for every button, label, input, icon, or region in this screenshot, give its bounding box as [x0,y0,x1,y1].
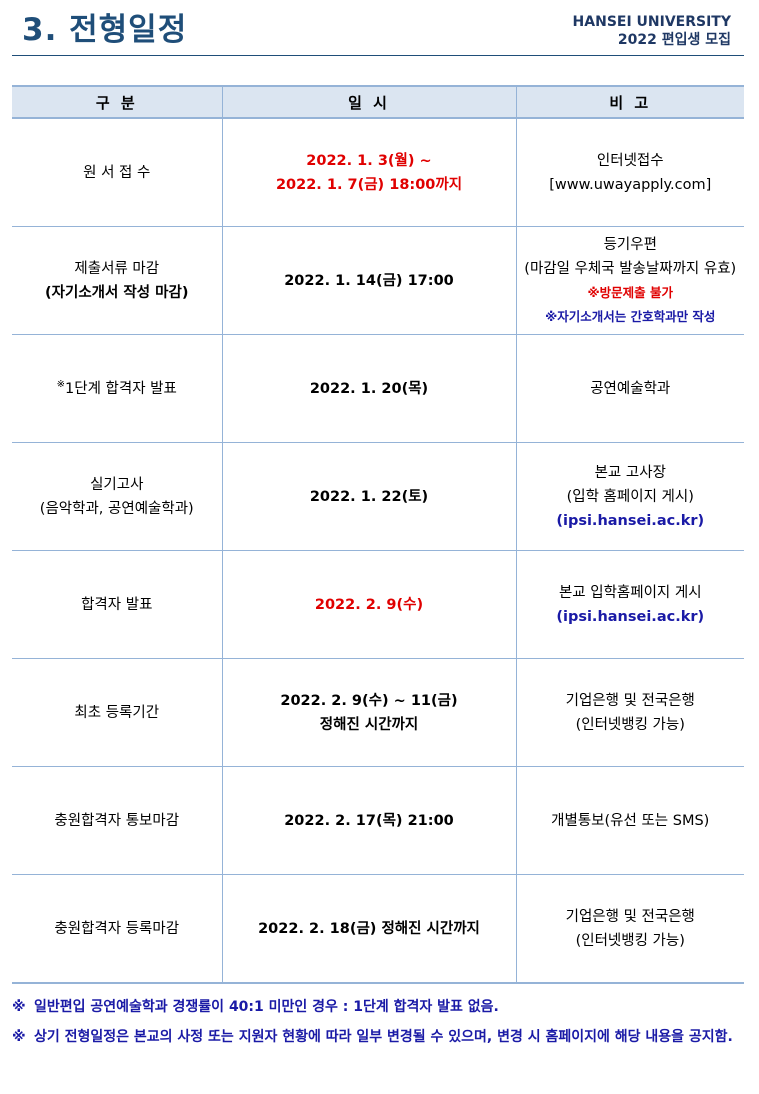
table-cell: 제출서류 마감 (자기소개서 작성 마감) [12,226,223,335]
note-mark: ※ [12,1029,26,1045]
table-cell: 본교 입학홈페이지 게시 (ipsi.hansei.ac.kr) [515,550,744,659]
table-cell: 2022. 2. 9(수) ~ 11(금) 정해진 시간까지 [221,658,517,767]
cell-text: 제출서류 마감 [74,260,160,277]
table-row: ※1단계 합격자 발표 2022. 1. 20(목) 공연예술학과 [12,334,744,443]
header-brand: HANSEI UNIVERSITY 2022 편입생 모집 [573,13,731,49]
cell-text: 충원합격자 등록마감 [54,920,180,937]
cell-text: 1단계 합격자 발표 [65,380,177,397]
cell-text: 2022. 2. 9(수) ~ 11(금) [280,692,458,709]
column-header: 구 분 [12,85,223,119]
note: ※ 일반편입 공연예술학과 경쟁률이 40:1 미만인 경우 : 1단계 합격자 … [12,995,747,1020]
table-cell: 본교 고사장 (입학 홈페이지 게시) (ipsi.hansei.ac.kr) [515,442,744,551]
table-cell: 기업은행 및 전국은행 (인터넷뱅킹 가능) [515,874,744,984]
cell-text: 본교 고사장 [594,464,666,481]
cell-text: ※ [56,378,66,390]
table-row: 충원합격자 통보마감 2022. 2. 17(목) 21:00 개별통보(유선 또는… [12,766,744,875]
cell-text: (인터넷뱅킹 가능) [575,932,685,949]
cell-text: 공연예술학과 [590,380,671,397]
table-cell: ※1단계 합격자 발표 [12,334,223,443]
table-cell: 실기고사 (음악학과, 공연예술학과) [12,442,223,551]
note-text: 상기 전형일정은 본교의 사정 또는 지원자 현황에 따라 일부 변경될 수 있… [34,1029,733,1045]
cell-text: 2022. 1. 3(월) ~ [306,152,432,169]
note-mark: ※ [12,999,26,1015]
table-cell: 2022. 2. 17(목) 21:00 [221,766,517,875]
cell-text: 합격자 발표 [81,596,153,613]
cell-text: (음악학과, 공연예술학과) [39,500,194,517]
cell-text: ※방문제출 불가 [587,284,673,300]
cell-text: 최초 등록기간 [74,704,160,721]
table-cell: 2022. 1. 22(토) [221,442,517,551]
table-cell: 충원합격자 등록마감 [12,874,223,984]
cell-text: 실기고사 [90,476,144,493]
cell-text: 개별통보(유선 또는 SMS) [551,812,710,829]
table-cell: 충원합격자 통보마감 [12,766,223,875]
cell-text: 원 서 접 수 [83,164,151,181]
note-text: 일반편입 공연예술학과 경쟁률이 40:1 미만인 경우 : 1단계 합격자 발… [34,999,499,1015]
university: HANSEI UNIVERSITY [572,14,731,30]
cell-text: (자기소개서 작성 마감) [45,284,189,301]
table-row: 실기고사 (음악학과, 공연예술학과) 2022. 1. 22(토) 본교 고사장 (입… [12,442,744,551]
table-row: 원 서 접 수 2022. 1. 3(월) ~ 2022. 1. 7(금) 18:0… [12,117,744,227]
table-cell: 최초 등록기간 [12,658,223,767]
table-cell: 개별통보(유선 또는 SMS) [515,766,744,875]
cell-text: 2022. 1. 22(토) [309,488,429,505]
cell-text: 2022. 2. 18(금) 정해진 시간까지 [258,920,480,937]
cell-text: [www.uwayapply.com] [549,176,712,193]
cell-text: ※자기소개서는 간호학과만 작성 [545,308,716,324]
cell-text: 2022. 1. 20(목) [309,380,429,397]
cell-text: 기업은행 및 전국은행 [565,692,695,709]
table-cell: 2022. 1. 3(월) ~ 2022. 1. 7(금) 18:00까지 [221,117,517,227]
cell-text: 2022. 2. 17(목) 21:00 [284,812,454,829]
cell-text: 본교 입학홈페이지 게시 [558,584,702,601]
cell-text: (ipsi.hansei.ac.kr) [556,512,705,529]
table-cell: 인터넷접수 [www.uwayapply.com] [515,117,744,227]
notes: ※ 일반편입 공연예술학과 경쟁률이 40:1 미만인 경우 : 1단계 합격자 … [12,995,747,1055]
table-row: 최초 등록기간 2022. 2. 9(수) ~ 11(금) 정해진 시간까지 기업은행… [12,658,744,767]
table-cell: 2022. 2. 9(수) [221,550,517,659]
table-cell: 등기우편 (마감일 우체국 발송날짜까지 유효) ※방문제출 불가 ※자기소개서는 간… [515,226,744,335]
table-cell: 합격자 발표 [12,550,223,659]
cell-text: 등기우편 [603,236,657,253]
table-cell: 공연예술학과 [515,334,744,443]
page-title: 3. 전형일정 [22,12,188,48]
table-row: 충원합격자 등록마감 2022. 2. 18(금) 정해진 시간까지 기업은행 및 … [12,874,744,984]
table-row: 합격자 발표 2022. 2. 9(수) 본교 입학홈페이지 게시 (ipsi.han… [12,550,744,659]
column-header: 일 시 [221,85,517,119]
subtitle: 2022 편입생 모집 [617,32,731,48]
table-cell: 2022. 1. 20(목) [221,334,517,443]
table-cell: 2022. 2. 18(금) 정해진 시간까지 [221,874,517,984]
cell-text: 인터넷접수 [596,152,664,169]
note: ※ 상기 전형일정은 본교의 사정 또는 지원자 현황에 따라 일부 변경될 수 … [12,1025,747,1050]
column-header: 비 고 [515,85,744,119]
table-cell: 기업은행 및 전국은행 (인터넷뱅킹 가능) [515,658,744,767]
table-cell: 2022. 1. 14(금) 17:00 [221,226,517,335]
table-cell: 원 서 접 수 [12,117,223,227]
table-row: 제출서류 마감 (자기소개서 작성 마감) 2022. 1. 14(금) 17:00… [12,226,744,335]
cell-text: (ipsi.hansei.ac.kr) [556,608,705,625]
cell-text: 정해진 시간까지 [319,716,419,733]
cell-text: 2022. 2. 9(수) [314,596,424,613]
cell-text: 충원합격자 통보마감 [54,812,180,829]
cell-text: (마감일 우체국 발송날짜까지 유효) [524,260,737,277]
cell-text: 기업은행 및 전국은행 [565,908,695,925]
cell-text: (입학 홈페이지 게시) [566,488,694,505]
cell-text: 2022. 1. 14(금) 17:00 [284,272,454,289]
header-rule [12,55,744,56]
cell-text: (인터넷뱅킹 가능) [575,716,685,733]
cell-text: 2022. 1. 7(금) 18:00까지 [275,176,463,193]
